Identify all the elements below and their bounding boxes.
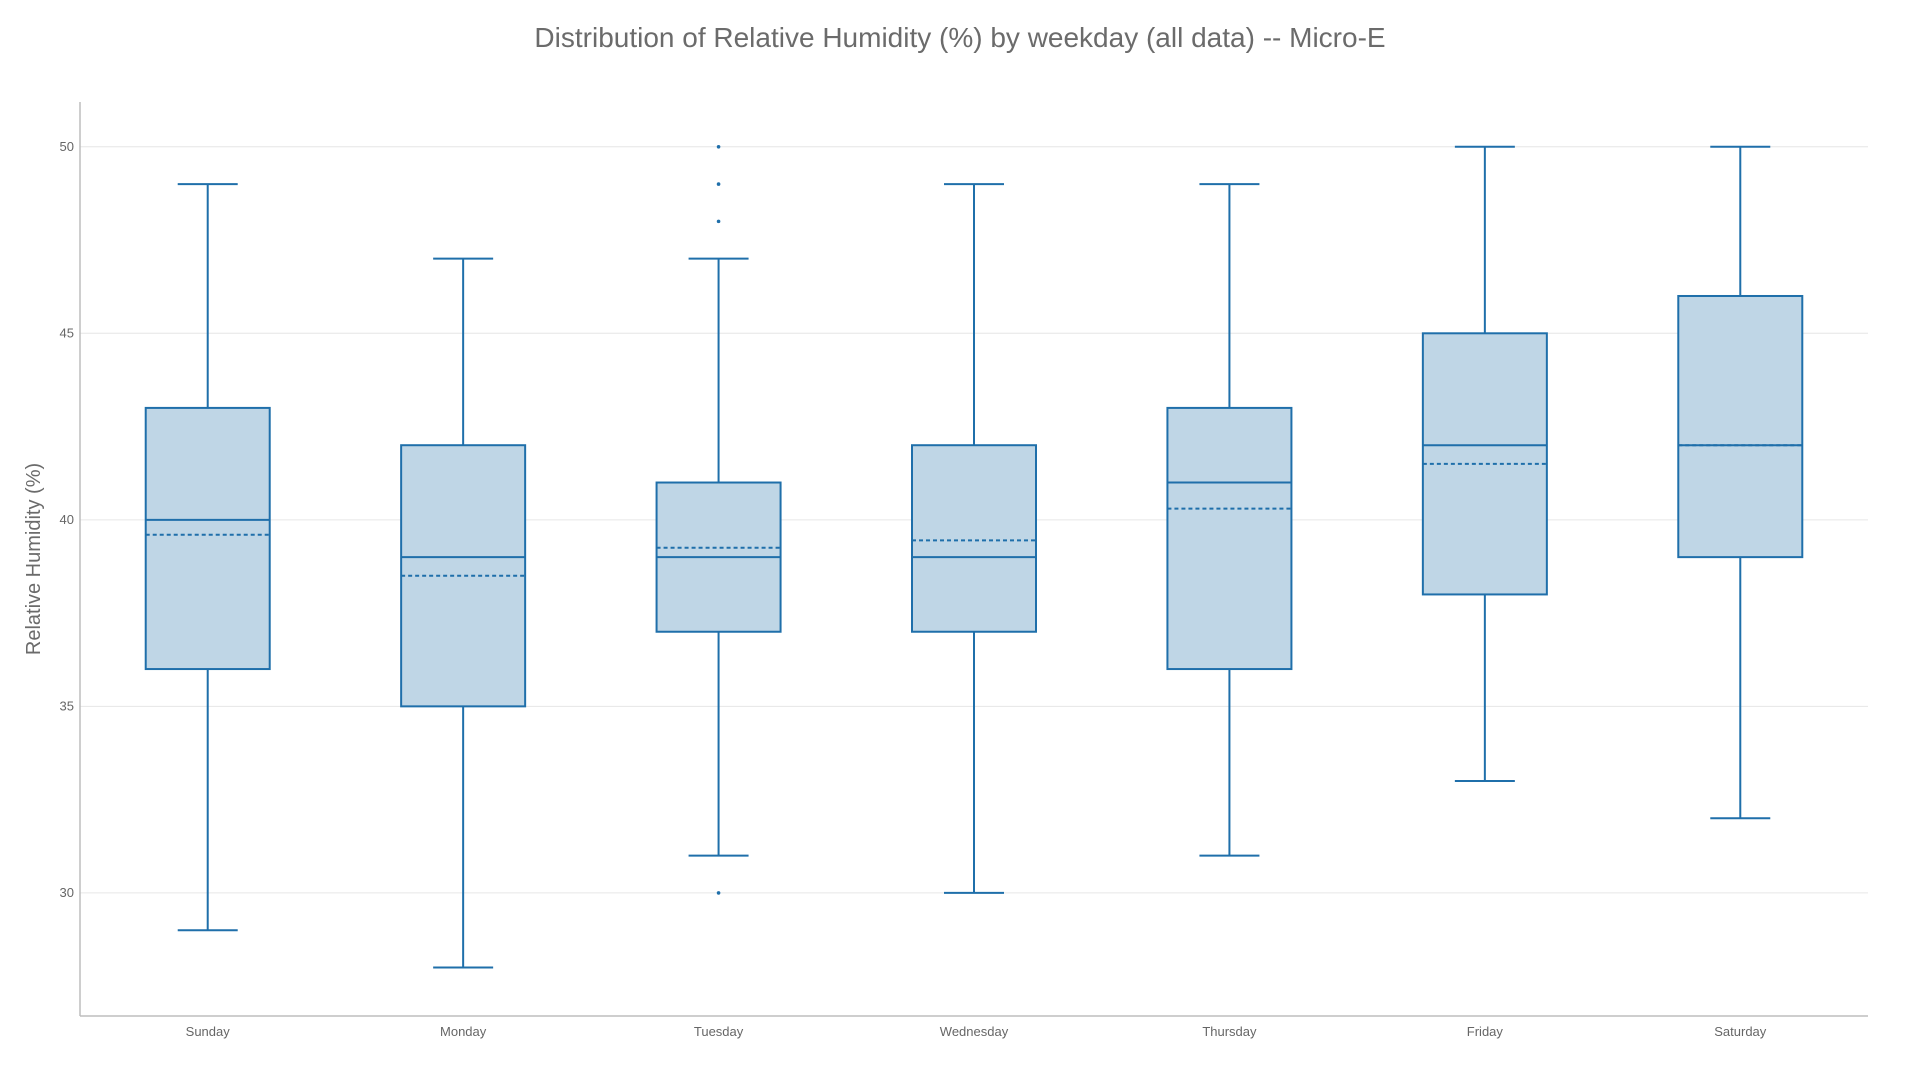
box-friday xyxy=(1421,145,1548,782)
y-tick-label-30: 30 xyxy=(60,885,74,900)
box-series xyxy=(144,144,1804,969)
y-axis-label: Relative Humidity (%) xyxy=(23,463,45,655)
x-tick-label-friday: Friday xyxy=(1467,1024,1504,1039)
y-tick-label-45: 45 xyxy=(60,325,74,340)
y-tick-label-35: 35 xyxy=(60,698,74,713)
box-sunday xyxy=(144,183,271,932)
x-tick-label-wednesday: Wednesday xyxy=(940,1024,1009,1039)
box-wednesday xyxy=(911,183,1037,894)
x-tick-label-saturday: Saturday xyxy=(1714,1024,1767,1039)
x-tick-label-sunday: Sunday xyxy=(186,1024,231,1039)
iqr-box xyxy=(1166,406,1293,671)
iqr-box xyxy=(1677,294,1804,559)
tick-labels: 30 35 40 45 50 Sunday Monday Tuesday Wednesday Th… xyxy=(60,139,1767,1039)
iqr-box xyxy=(911,444,1037,633)
outlier-point xyxy=(716,891,721,895)
y-tick-label-40: 40 xyxy=(60,512,74,527)
outlier-point xyxy=(716,144,721,149)
chart-title: Distribution of Relative Humidity (%) by… xyxy=(534,22,1386,53)
x-tick-label-monday: Monday xyxy=(440,1024,487,1039)
outlier-point xyxy=(716,219,721,224)
outlier-point xyxy=(716,182,721,186)
box-saturday xyxy=(1677,145,1804,820)
box-tuesday xyxy=(655,144,782,895)
y-tick-label-50: 50 xyxy=(60,139,74,154)
x-tick-label-tuesday: Tuesday xyxy=(694,1024,744,1039)
box-thursday xyxy=(1166,183,1293,857)
iqr-box xyxy=(1421,332,1548,596)
box-monday xyxy=(400,257,527,969)
x-tick-label-thursday: Thursday xyxy=(1202,1024,1257,1039)
iqr-box xyxy=(400,444,527,708)
axes xyxy=(79,102,1868,1017)
iqr-box xyxy=(144,406,271,671)
